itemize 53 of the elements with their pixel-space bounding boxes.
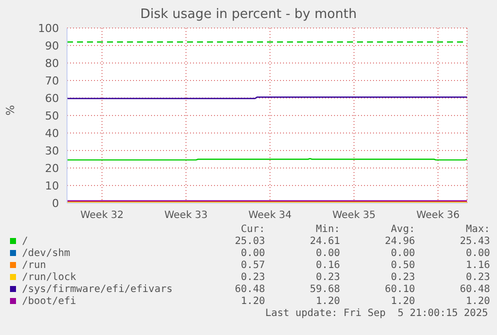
- text: 0.23: [390, 272, 415, 284]
- y-tick-label: 40: [45, 126, 59, 140]
- legend-label: /run: [21, 260, 48, 272]
- text: 0.00: [314, 248, 340, 260]
- text: 24.61: [308, 236, 340, 248]
- text: 60.10: [384, 284, 415, 296]
- text: 0.16: [314, 260, 340, 272]
- text: 60.48: [234, 284, 265, 296]
- y-tick-label: 0: [52, 196, 59, 210]
- text: 0.57: [240, 260, 265, 272]
- text: 1.20: [240, 296, 265, 308]
- text: 1.20: [390, 296, 415, 308]
- chart-title: Disk usage in percent - by month: [139, 7, 358, 22]
- legend-label: /boot/efi: [21, 296, 78, 308]
- y-tick-label: 90: [45, 39, 59, 52]
- y-tick-label: 70: [45, 74, 59, 88]
- text: Min:: [314, 224, 340, 236]
- text: 0.23: [314, 272, 340, 284]
- legend-label: /sys/firmware/efi/efivars: [21, 284, 174, 296]
- text: 0.23: [240, 272, 265, 284]
- text: Avg:: [390, 224, 415, 236]
- x-tick-label: Week 34: [248, 210, 292, 222]
- y-axis-title: %: [4, 105, 17, 116]
- legend-label: /dev/shm: [21, 248, 72, 260]
- text: 0.50: [390, 260, 415, 272]
- legend-label: /run/lock: [21, 272, 78, 284]
- y-tick-label: 30: [45, 144, 59, 158]
- text: Cur:: [240, 224, 265, 236]
- y-tick-label: 10: [45, 179, 59, 192]
- y-tick-label: 20: [45, 162, 59, 175]
- text: 25.03: [234, 236, 265, 248]
- text: 0.00: [390, 248, 415, 260]
- text: 1.20: [464, 296, 490, 308]
- y-tick-label: 100: [38, 22, 59, 35]
- text: 0.23: [464, 272, 490, 284]
- legend-label: /: [21, 236, 30, 248]
- text: 1.20: [314, 296, 340, 308]
- text: Last update: Fri Sep 5 21:00:15 2025: [264, 308, 488, 320]
- x-tick-label: Week 33: [164, 210, 208, 222]
- text: 1.16: [464, 260, 490, 272]
- x-tick-label: Week 32: [80, 210, 124, 222]
- text: 60.48: [458, 284, 490, 296]
- y-tick-label: 60: [45, 92, 59, 105]
- text: 0.00: [240, 248, 265, 260]
- text: 24.96: [384, 236, 415, 248]
- text: Max:: [464, 224, 490, 236]
- y-tick-label: 80: [45, 56, 59, 70]
- x-tick-label: Week 36: [416, 210, 460, 222]
- x-tick-label: Week 35: [332, 210, 376, 222]
- y-tick-label: 50: [45, 109, 59, 122]
- text: 59.68: [308, 284, 340, 296]
- text: 25.43: [458, 236, 490, 248]
- text: 0.00: [464, 248, 490, 260]
